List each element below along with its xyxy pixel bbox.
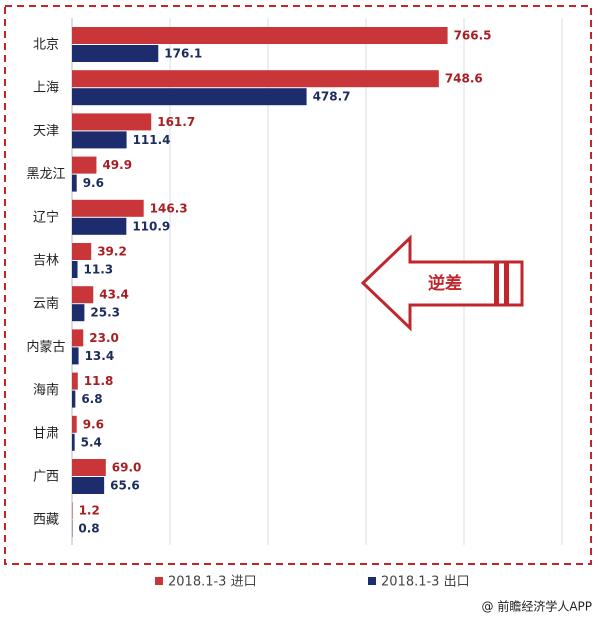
bar [72,199,144,217]
bar [72,156,97,174]
bar [72,477,105,494]
value-label: 0.8 [78,522,99,536]
value-label: 5.4 [81,435,102,449]
bars: 北京 766.5 176.1 上海 748.6 478.7 天津 161.7 111.4 黑龙江 4… [26,27,492,538]
arrow-shape [360,234,524,332]
category-label: 上海 [33,81,59,96]
legend-label: 2018.1-3 出口 [381,575,470,590]
source: @ 前瞻经济学人APP [482,599,593,614]
bar [72,131,127,149]
category-label: 天津 [33,124,59,139]
value-label: 49.9 [102,158,132,172]
bar [72,433,75,451]
bar [72,261,78,278]
value-label: 1.2 [79,504,100,518]
bar [72,459,106,476]
arrow-bar [494,262,499,305]
chart-border [4,5,592,565]
bar [72,304,85,322]
bar [72,45,159,62]
bar [72,113,152,131]
annotation-text: 逆差 [428,273,462,294]
value-label: 9.6 [83,176,104,190]
value-label: 65.6 [110,479,140,493]
legend-swatch [155,577,163,585]
category-label: 西藏 [33,513,59,528]
arrow-bar [504,262,509,305]
bar [72,329,84,347]
value-label: 39.2 [97,245,127,259]
category-label: 辽宁 [33,209,59,225]
value-label: 11.8 [84,374,114,388]
value-label: 23.0 [89,331,119,345]
value-label: 146.3 [150,201,188,215]
legend-swatch [368,577,376,585]
bar [72,70,439,88]
bar [72,415,77,433]
value-label: 13.4 [85,349,115,363]
value-label: 176.1 [164,47,202,61]
category-label: 北京 [33,38,59,53]
value-label: 43.4 [99,288,129,302]
value-label: 161.7 [157,115,195,129]
value-label: 11.3 [84,263,114,277]
legend-label: 2018.1-3 进口 [168,575,257,590]
bar [72,347,79,365]
bar [72,286,94,304]
bar [72,174,77,192]
bar [72,390,76,408]
value-label: 9.6 [83,417,104,431]
category-label: 吉林 [33,254,59,269]
value-label: 748.6 [445,72,483,86]
value-label: 6.8 [81,392,102,406]
category-label: 内蒙古 [26,339,65,355]
category-label: 云南 [33,296,59,312]
category-label: 广西 [33,470,59,485]
value-label: 111.4 [133,133,171,147]
category-label: 甘肃 [33,426,59,441]
annotation-arrow: 逆差 [360,234,524,332]
category-label: 海南 [33,382,59,398]
bar [72,88,307,106]
bar [72,372,78,390]
category-label: 黑龙江 [26,167,65,182]
value-label: 478.7 [313,90,351,104]
value-label: 25.3 [90,306,120,320]
bar [72,27,448,44]
bar [72,502,73,520]
value-label: 69.0 [112,461,142,475]
value-label: 110.9 [132,219,170,233]
bar [72,243,92,260]
bar [72,217,127,235]
value-label: 766.5 [454,29,492,43]
